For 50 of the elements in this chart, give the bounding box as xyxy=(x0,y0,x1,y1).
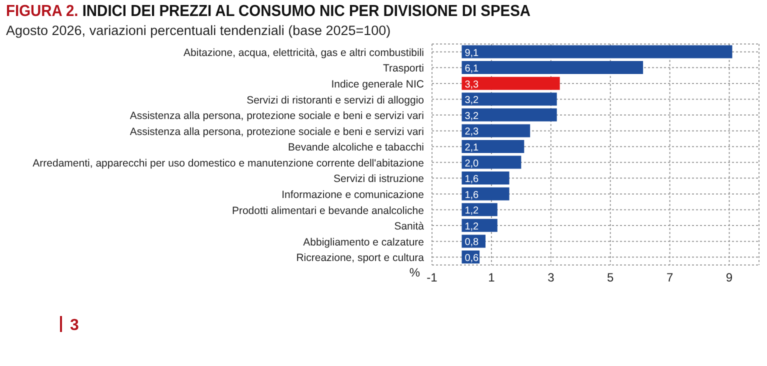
y-tick-label: Trasporti xyxy=(382,62,424,75)
bar xyxy=(462,108,557,122)
y-tick-label: Abitazione, acqua, elettricità, gas e altri combustibili xyxy=(184,46,424,59)
y-tick-label: Servizi di istruzione xyxy=(334,173,424,186)
y-tick-label: Sanità xyxy=(394,220,424,233)
y-tick-label: Assistenza alla persona, protezione sociale e beni e servizi vari xyxy=(130,110,424,122)
data-label: 1,2 xyxy=(464,206,480,217)
text: FIGURA 2. INDICI DEI PREZZI AL CONSUMO NIC PER DIVISIONE DI SPESA xyxy=(6,3,531,21)
bar xyxy=(462,156,522,169)
text: Agosto 2026, variazioni percentuali tendenziali (base 2025=100) xyxy=(6,23,391,38)
y-tick-label: Informazione e comunicazione xyxy=(282,188,424,201)
data-label: 1,6 xyxy=(464,174,480,186)
data-label: 3,3 xyxy=(464,79,480,90)
data-label: 0,8 xyxy=(464,237,480,248)
y-tick-label: Servizi di ristoranti e servizi di alloggio xyxy=(246,94,424,106)
x-axis-title: % xyxy=(409,265,420,280)
y-tick-label: Bevande alcoliche e tabacchi xyxy=(288,142,424,154)
x-tick-label: 3 xyxy=(548,270,555,285)
data-label: 1,2 xyxy=(464,221,480,232)
bar xyxy=(462,172,510,185)
y-tick-label: Indice generale NIC xyxy=(331,78,424,90)
x-tick-label: 9 xyxy=(726,270,733,285)
y-tick-label: Arredamenti, apparecchi per uso domestico e manutenzione corrente dell'abitazione xyxy=(32,157,424,170)
bar xyxy=(462,61,644,74)
x-tick-label: 5 xyxy=(607,270,614,285)
y-tick-label: Ricreazione, sport e cultura xyxy=(296,252,424,264)
bar xyxy=(462,187,510,200)
bar xyxy=(462,124,530,138)
y-tick-label: Prodotti alimentari e bevande analcoliche xyxy=(232,204,424,217)
bar xyxy=(462,140,524,153)
data-label: 9,1 xyxy=(464,48,480,59)
bar xyxy=(462,203,498,216)
data-label: 2,1 xyxy=(464,142,480,154)
x-tick-label: -1 xyxy=(426,270,438,285)
data-label: 2,3 xyxy=(464,126,480,138)
data-label: 3,2 xyxy=(464,110,480,122)
y-tick-label: Assistenza alla persona, protezione sociale e beni e servizi vari xyxy=(130,126,424,138)
x-tick-label: 7 xyxy=(666,270,674,285)
data-label: 1,6 xyxy=(464,190,480,201)
bar xyxy=(462,76,560,90)
x-tick-label: 1 xyxy=(488,270,496,285)
bar xyxy=(462,45,732,58)
data-label: 2,0 xyxy=(464,158,480,170)
data-label: 3,2 xyxy=(464,95,480,106)
data-label: 6,1 xyxy=(464,64,480,75)
text: 3 xyxy=(69,316,79,335)
bar xyxy=(462,218,498,232)
data-label: 0,6 xyxy=(464,252,480,264)
y-tick-label: Abbigliamento e calzature xyxy=(303,236,424,248)
bar xyxy=(462,92,557,106)
